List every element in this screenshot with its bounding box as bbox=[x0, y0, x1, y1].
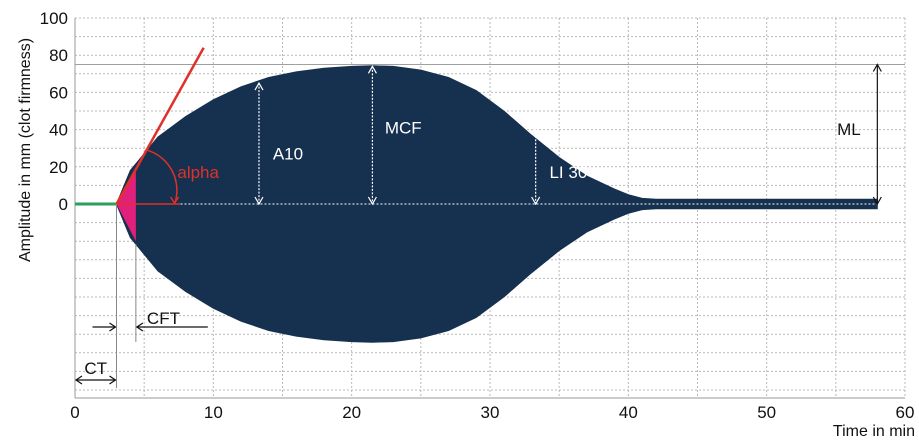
mcf-arrow-top bbox=[367, 65, 377, 74]
x-axis-title: Time in min bbox=[833, 423, 915, 440]
ml-arrow-top bbox=[872, 63, 882, 72]
x-tick-label: 30 bbox=[481, 403, 500, 422]
y-tick-label: 40 bbox=[49, 121, 68, 140]
ct-label: CT bbox=[84, 359, 107, 378]
alpha-tangent-line bbox=[115, 47, 205, 205]
mcf-arrow-bottom bbox=[367, 196, 377, 206]
ml-label: ML bbox=[837, 120, 861, 139]
x-tick-label: 50 bbox=[757, 403, 776, 422]
alpha-arc bbox=[146, 149, 178, 205]
x-tick-label: 60 bbox=[896, 403, 915, 422]
ct-arrowhead-left bbox=[74, 375, 83, 385]
a10-arrow-bottom bbox=[254, 196, 264, 206]
alpha-arrowhead bbox=[169, 196, 180, 205]
annotations: alpha A10 MCF LI 30 ML CFT CT bbox=[74, 63, 882, 388]
li30-arrow-bottom bbox=[531, 196, 541, 206]
cft-label: CFT bbox=[147, 309, 180, 328]
a10-arrow-top bbox=[254, 81, 264, 91]
li30-arrow-top bbox=[531, 113, 541, 123]
x-tick-label: 0 bbox=[70, 403, 79, 422]
x-tick-label: 40 bbox=[619, 403, 638, 422]
a10-label: A10 bbox=[273, 144, 303, 163]
cft-arrowhead-right bbox=[135, 322, 144, 332]
li30-label: LI 30 bbox=[549, 163, 587, 182]
y-tick-label: 0 bbox=[59, 195, 68, 214]
x-tick-label: 20 bbox=[342, 403, 361, 422]
mcf-label: MCF bbox=[385, 118, 422, 137]
y-axis-title: Amplitude in mm (clot firmness) bbox=[17, 38, 34, 262]
alpha-label: alpha bbox=[177, 163, 219, 182]
y-tick-label: 20 bbox=[49, 158, 68, 177]
x-tick-label: 10 bbox=[204, 403, 223, 422]
y-tick-label: 80 bbox=[49, 46, 68, 65]
ml-arrow-bottom bbox=[872, 196, 882, 206]
y-tick-label: 60 bbox=[49, 83, 68, 102]
y-tick-label: 100 bbox=[40, 9, 68, 28]
ct-arrowhead-right bbox=[109, 375, 117, 385]
tick-labels: 0 10 20 30 40 50 60 0 20 40 60 80 100 bbox=[40, 9, 915, 422]
cft-arrowhead-left bbox=[109, 322, 117, 332]
